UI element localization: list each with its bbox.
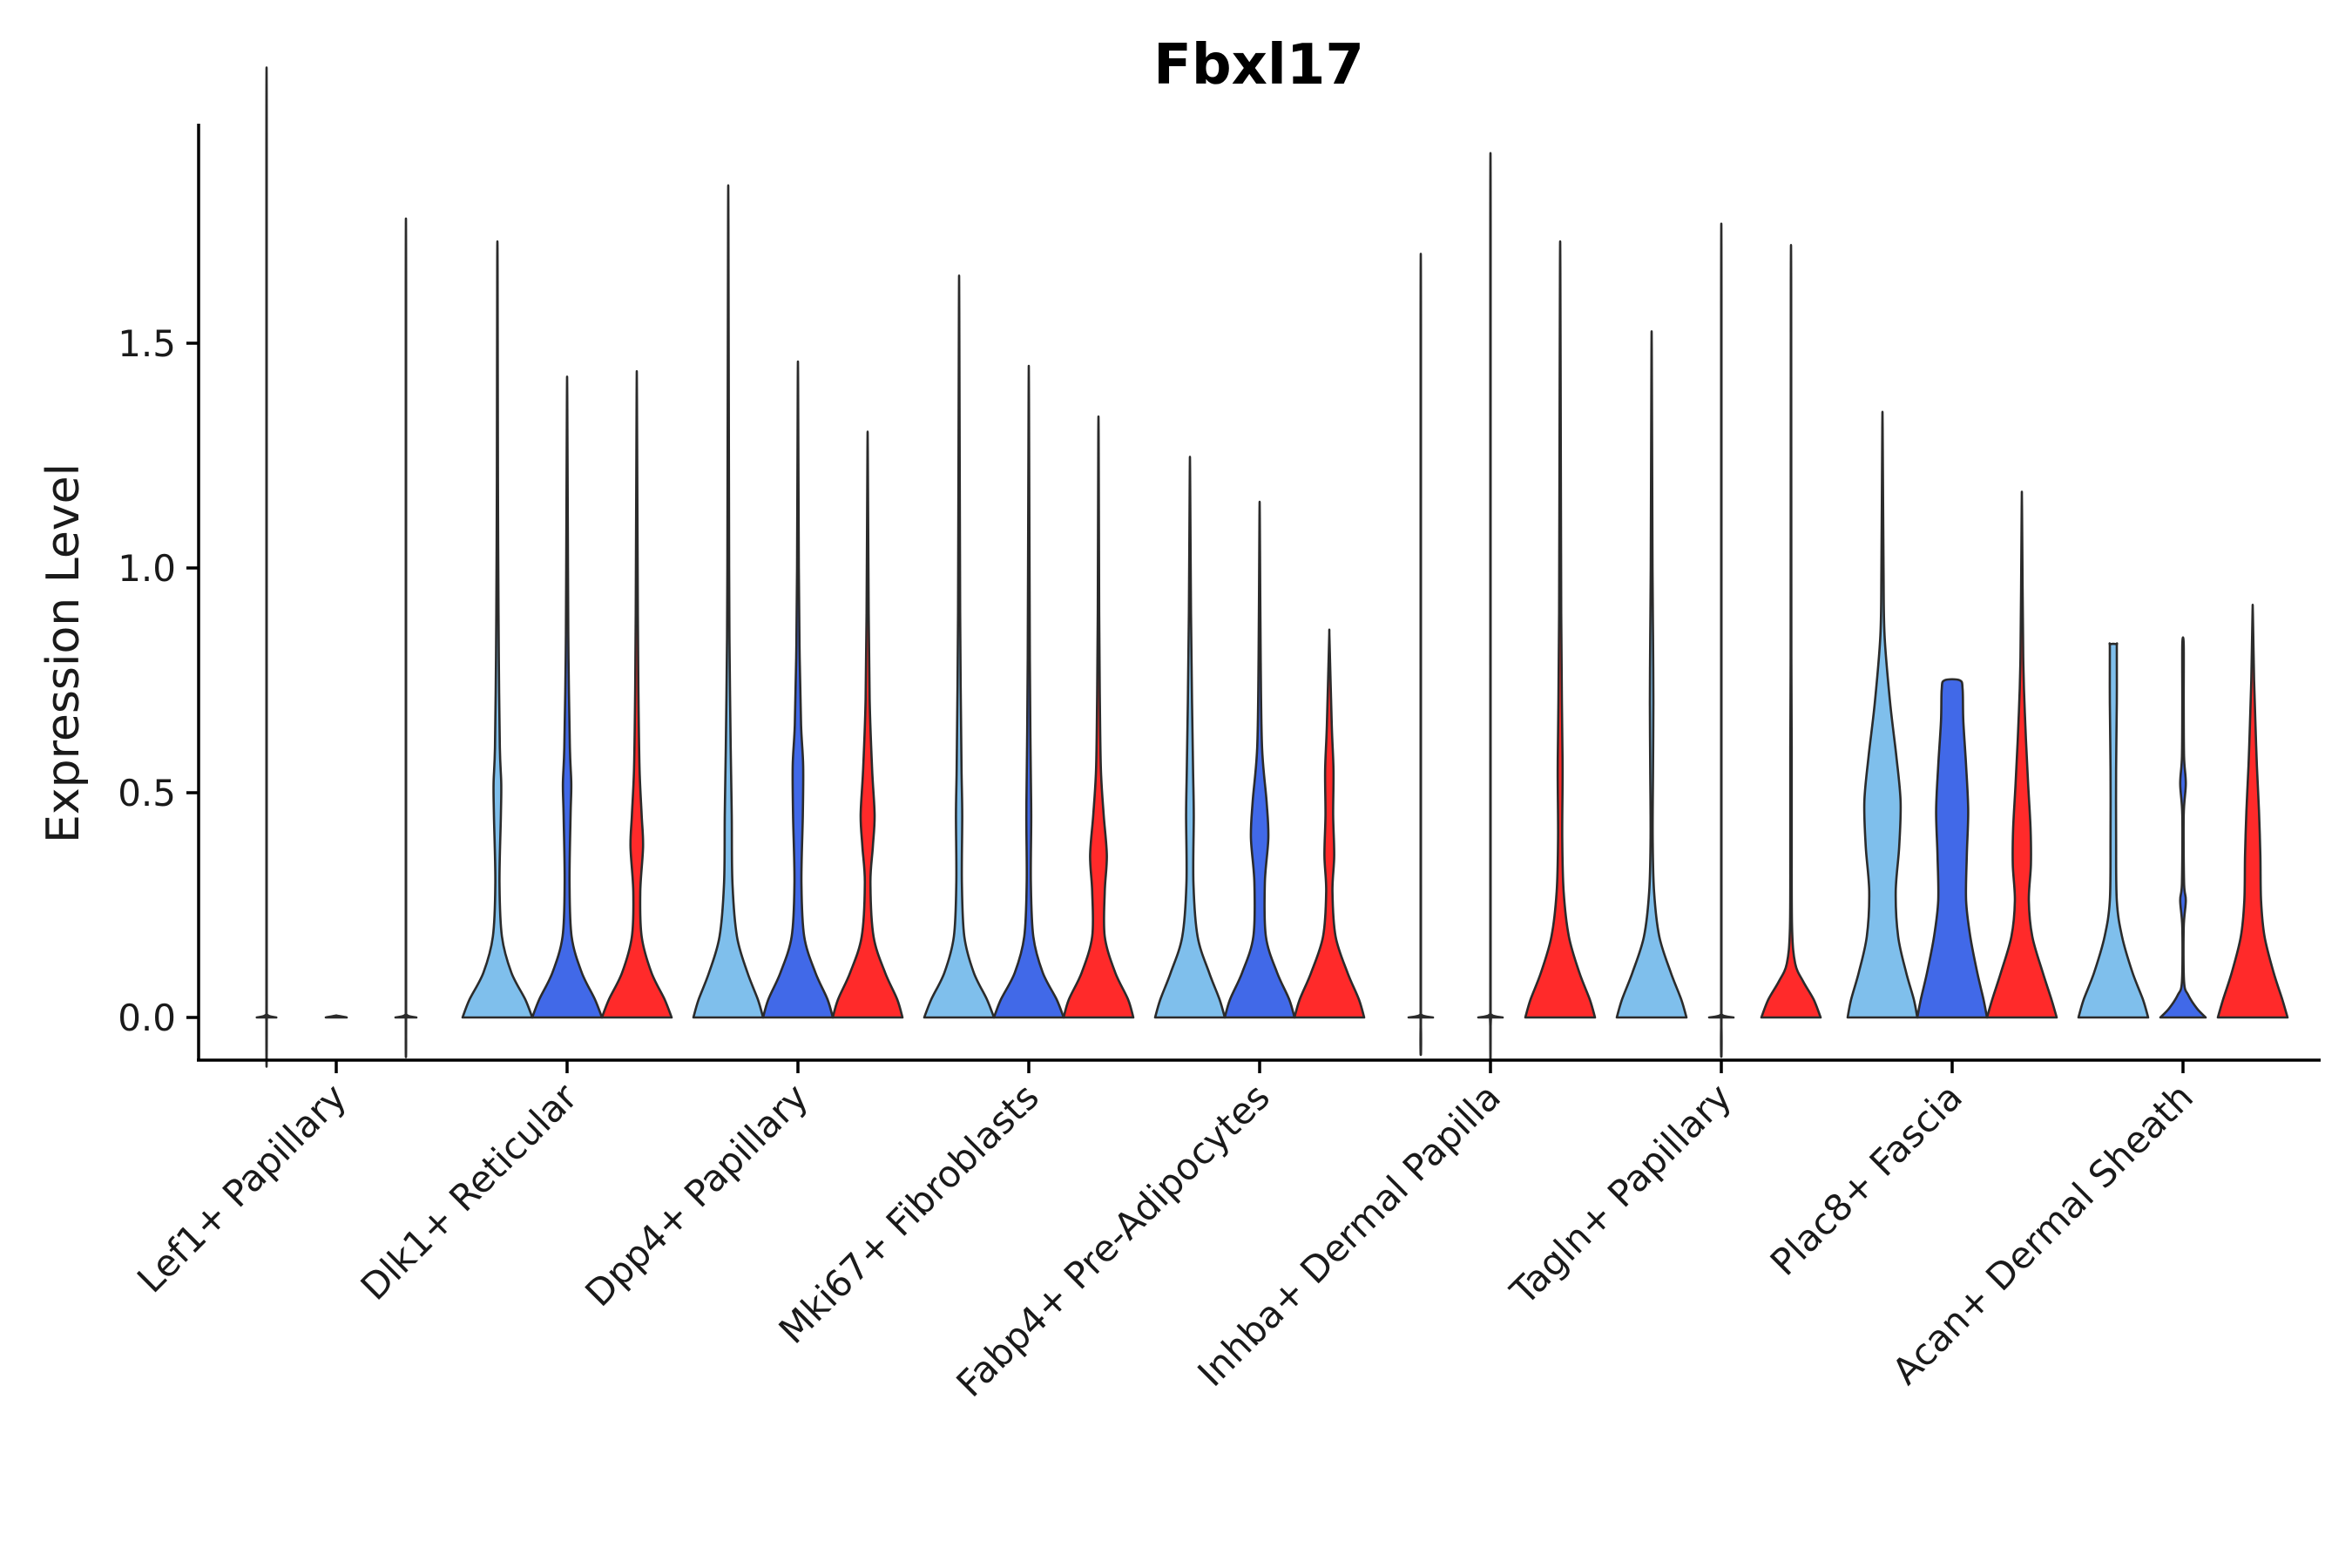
chart-title: Fbxl17 (1153, 33, 1364, 98)
x-tick-label: Lef1+ Papillary (129, 1075, 355, 1301)
violin-0-1 (324, 1014, 348, 1019)
violin-6-2 (1760, 244, 1822, 1019)
x-tick-label: Mki67+ Fibroblasts (771, 1075, 1047, 1351)
y-tick-label: 0.5 (118, 772, 176, 814)
violin-5-0 (1407, 253, 1435, 1057)
violin-2-2 (831, 430, 904, 1019)
violin-7-1 (1916, 678, 1989, 1019)
violin-1-0 (461, 240, 534, 1019)
violin-7-0 (1846, 410, 1919, 1019)
violin-1-2 (600, 370, 673, 1019)
x-tick-label: Plac8+ Fascia (1762, 1075, 1970, 1283)
y-tick-label: 0.0 (118, 997, 176, 1039)
violin-1-1 (531, 375, 604, 1019)
violin-8-2 (2216, 604, 2289, 1019)
violin-6-1 (1707, 222, 1735, 1058)
y-tick-label: 1.5 (118, 322, 176, 365)
x-tick-label: Dlk1+ Reticular (353, 1075, 586, 1308)
violin-8-1 (2159, 636, 2207, 1019)
violin-3-2 (1062, 416, 1135, 1019)
y-axis-title: Expression Level (37, 463, 90, 843)
violin-4-0 (1153, 456, 1227, 1019)
violin-5-2 (1524, 240, 1597, 1019)
violin-0-2 (394, 218, 418, 1058)
violin-5-1 (1477, 152, 1504, 1063)
violin-group (255, 66, 2289, 1068)
violin-8-0 (2077, 642, 2150, 1019)
x-tick-label: Dpp4+ Papillary (577, 1075, 816, 1315)
violin-0-0 (255, 66, 278, 1068)
violin-6-0 (1615, 330, 1688, 1019)
violin-7-2 (1985, 490, 2058, 1019)
violin-2-0 (692, 184, 765, 1019)
violin-4-2 (1293, 628, 1366, 1019)
violin-3-0 (923, 274, 996, 1019)
violin-3-1 (992, 364, 1065, 1019)
y-axis-ticks: 0.0 0.5 1.0 1.5 (118, 322, 199, 1039)
violin-2-1 (761, 361, 835, 1019)
y-tick-label: 1.0 (118, 547, 176, 590)
x-tick-label: Tagln+ Papillary (1502, 1075, 1740, 1313)
violin-4-1 (1223, 500, 1296, 1019)
